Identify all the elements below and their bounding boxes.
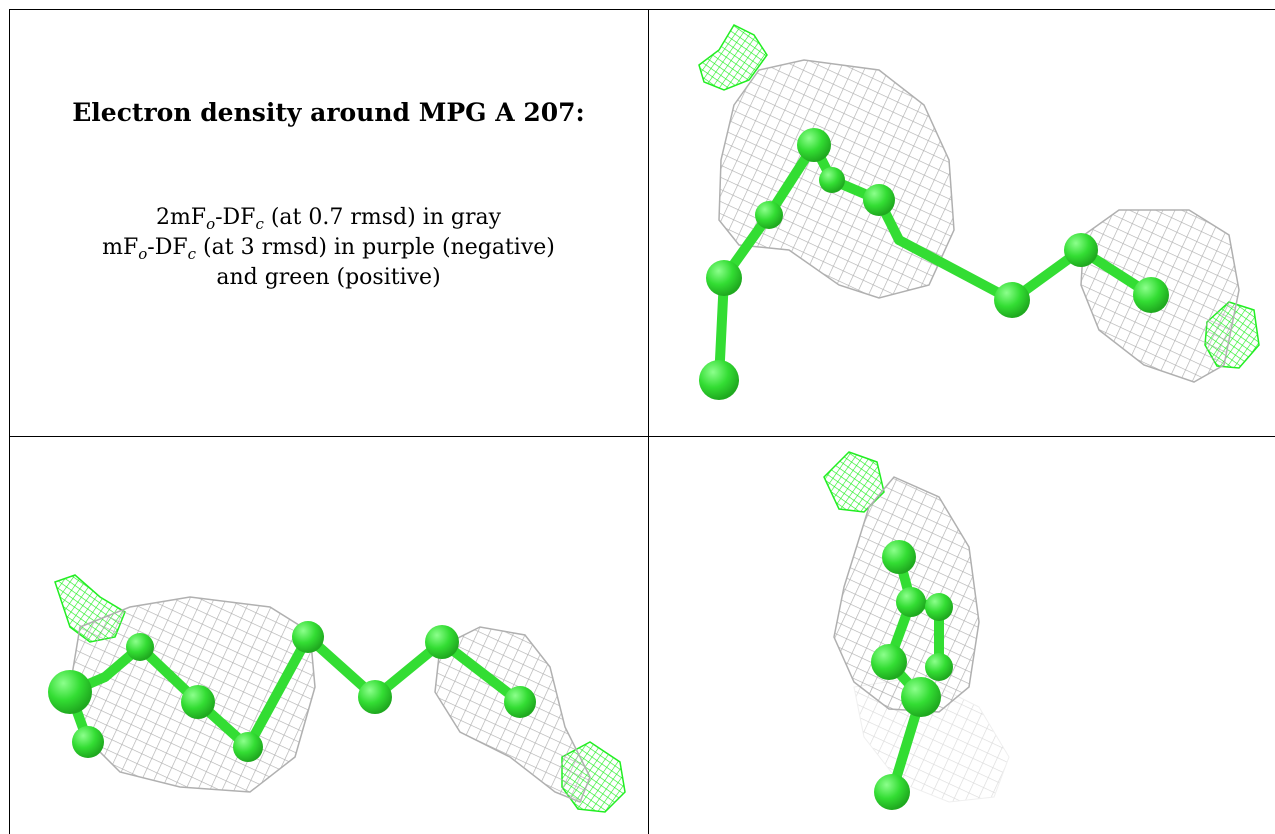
figure-title: Electron density around MPG A 207: (72, 98, 585, 127)
density-legend: 2mFo-DFc (at 0.7 rmsd) in gray mFo-DFc (… (10, 203, 647, 293)
legend-subscript: o (206, 215, 216, 233)
description-cell: Electron density around MPG A 207: 2mFo-… (10, 10, 647, 436)
legend-line-fofc: mFo-DFc (at 3 rmsd) in purple (negative) (10, 233, 647, 263)
positive-density-blob (698, 24, 768, 91)
model-atoms (48, 621, 536, 762)
legend-text: mF (102, 235, 139, 260)
legend-text: -DF (147, 235, 188, 260)
density-view-bottom-left (10, 437, 647, 834)
density-render-1 (698, 24, 1260, 400)
legend-text: (at 3 rmsd) in purple (negative) (196, 235, 555, 260)
table-row-divider (10, 436, 1275, 437)
table-middle-divider (648, 9, 649, 834)
legend-line-2fofc: 2mFo-DFc (at 0.7 rmsd) in gray (10, 203, 647, 233)
legend-text: -DF (215, 205, 256, 230)
legend-subscript: c (187, 245, 197, 263)
density-render-3 (823, 451, 1010, 810)
legend-text: (at 0.7 rmsd) in gray (263, 205, 502, 230)
density-view-bottom-right (649, 437, 1275, 834)
density-view-top-right (649, 10, 1275, 436)
table-left-border (9, 9, 10, 834)
model-atoms (871, 540, 953, 810)
model-atoms (699, 128, 1169, 400)
legend-text: 2mF (155, 205, 207, 230)
table-top-border (10, 9, 1275, 10)
legend-line-positive: and green (positive) (216, 265, 441, 290)
legend-subscript: o (138, 245, 148, 263)
legend-subscript: c (255, 215, 264, 233)
density-render-2 (48, 574, 626, 813)
